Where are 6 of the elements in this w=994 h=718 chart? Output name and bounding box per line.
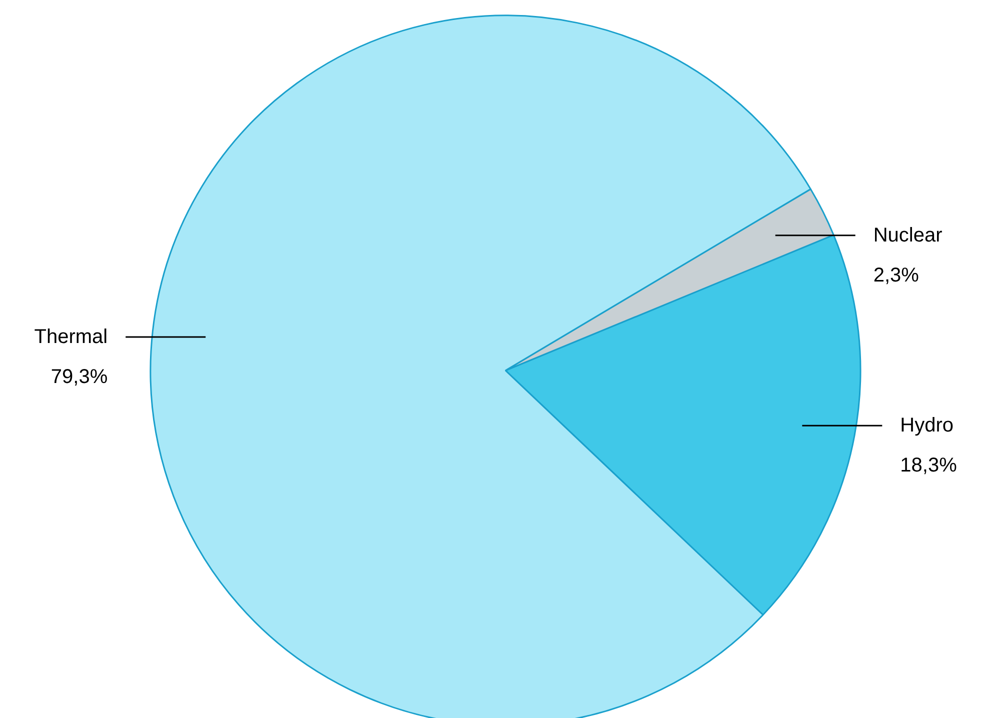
data-label: 79,3% [50, 366, 108, 388]
data-label: 2,3% [873, 264, 920, 286]
slice-label: Hydro [900, 414, 954, 437]
data-label: 18,3% [900, 454, 958, 477]
slice-label: Thermal [34, 326, 108, 348]
slice-label: Nuclear [873, 224, 943, 246]
